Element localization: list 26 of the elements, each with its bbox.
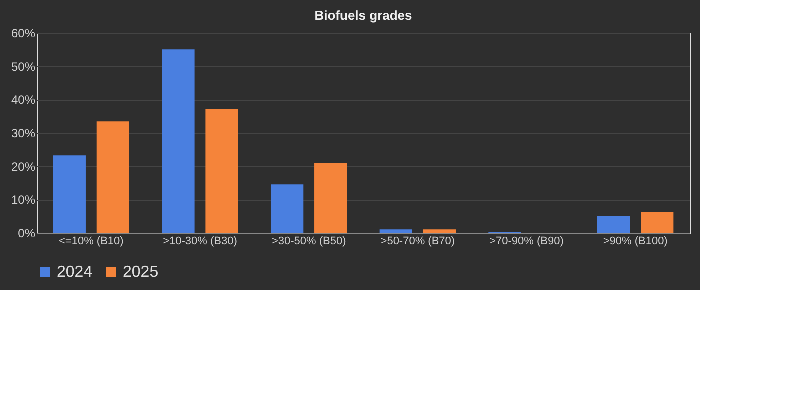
- bar: [423, 230, 456, 233]
- bar: [206, 109, 238, 233]
- y-tick-label: 60%: [11, 26, 36, 40]
- bar: [96, 122, 130, 233]
- legend-label: 2024: [57, 264, 93, 281]
- y-tick-label: 30%: [11, 126, 36, 140]
- y-tick-label: 40%: [11, 93, 36, 108]
- bar: [380, 230, 412, 233]
- bar: [641, 212, 674, 233]
- bar: [53, 156, 86, 233]
- y-tick-label: 10%: [11, 193, 36, 208]
- bar: [314, 163, 348, 233]
- x-tick-label: >50-70% (B70): [380, 236, 456, 248]
- bar: [597, 216, 630, 233]
- y-tick-label: 20%: [11, 160, 36, 174]
- legend-label: 2025: [123, 264, 159, 281]
- x-tick-label: >90% (B100): [603, 236, 668, 248]
- x-tick-label: <=10% (B10): [59, 236, 124, 248]
- x-tick-label: >70-90% (B90): [490, 236, 564, 248]
- x-tick-label: >10-30% (B30): [163, 236, 238, 248]
- bar: [270, 184, 304, 233]
- x-tick-label: >30-50% (B50): [272, 236, 346, 248]
- bar: [162, 50, 195, 233]
- y-tick-label: 0%: [18, 226, 36, 240]
- chart-title: Biofuels grades: [314, 8, 412, 23]
- y-tick-label: 50%: [11, 60, 36, 74]
